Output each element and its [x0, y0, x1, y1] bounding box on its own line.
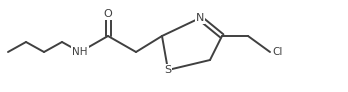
Text: NH: NH — [72, 47, 88, 57]
Text: S: S — [165, 65, 172, 75]
Text: Cl: Cl — [272, 47, 282, 57]
Text: O: O — [104, 9, 112, 19]
Text: N: N — [196, 13, 204, 23]
